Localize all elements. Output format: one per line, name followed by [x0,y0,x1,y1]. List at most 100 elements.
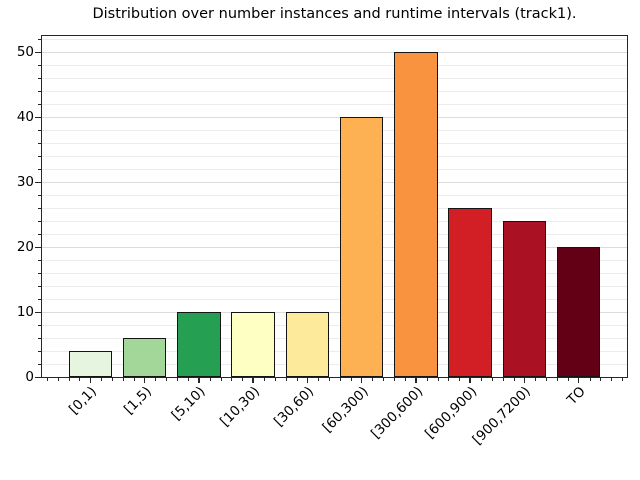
y-axis-minor-tick [37,234,41,236]
x-axis-minor-tick [437,377,439,381]
tick-layer: 0 10 20 30 40 50 [0,1) [1,5) [5,10) [10,30) [30,60… [17,36,627,448]
x-axis-minor-tick [589,377,591,381]
y-axis-tick-label: 40 [16,108,34,125]
gridline [42,182,627,184]
x-axis-tick-label: [300,600) [367,383,426,442]
y-axis-tick-label: 30 [16,173,34,190]
x-axis-minor-tick [274,377,276,381]
x-axis-minor-tick [46,377,48,381]
x-axis-minor-tick [68,377,70,381]
x-axis-tick-label: [1,5) [120,383,155,418]
x-axis-minor-tick [101,377,103,381]
y-axis-minor-tick [37,156,41,158]
x-axis-tick-label: TO [563,383,589,409]
chart-title: Distribution over number instances and r… [92,6,577,22]
y-axis-minor-tick [37,273,41,275]
x-axis-minor-tick [155,377,157,381]
x-axis-tick [198,377,200,383]
y-axis-minor-tick [37,91,41,93]
gridline [42,117,627,119]
y-axis-minor-tick [37,208,41,210]
gridline [42,299,627,301]
gridline [42,234,627,236]
y-axis-minor-tick [37,143,41,145]
x-axis-minor-tick [318,377,320,381]
y-axis-minor-tick [37,260,41,262]
y-axis-minor-tick [37,299,41,301]
gridline [42,156,627,158]
gridline [42,312,627,314]
x-axis-tick-label: [30,60) [271,383,318,430]
x-axis-minor-tick [481,377,483,381]
x-axis-tick [469,377,471,383]
x-axis-minor-tick [394,377,396,381]
bar-[0,1) [68,351,112,377]
x-axis-minor-tick [622,377,624,381]
gridline [42,325,627,327]
x-axis-minor-tick [296,377,298,381]
x-axis-tick-label: [5,10) [168,383,209,424]
gridline [42,273,627,275]
x-axis-minor-tick [339,377,341,381]
gridline [42,247,627,249]
y-axis-tick [35,51,41,54]
x-axis-minor-tick [491,377,493,381]
bar-TO [556,247,601,377]
x-axis-tick [523,377,526,383]
bar-[60,300) [339,117,384,377]
x-axis-minor-tick [242,377,244,381]
x-axis-minor-tick [350,377,352,381]
y-axis-minor-tick [37,104,41,106]
y-axis-tick [35,116,41,119]
bar-[600,900) [448,208,492,377]
x-axis-minor-tick [329,377,331,381]
y-axis-tick-label: 20 [16,238,34,255]
x-axis-minor-tick [448,377,450,381]
y-axis-tick-label: 0 [25,368,34,385]
x-axis-tick [89,377,92,383]
x-axis-minor-tick [220,377,222,381]
y-axis-minor-tick [37,364,41,365]
x-axis-minor-tick [187,377,189,381]
x-axis-minor-tick [611,377,613,381]
y-axis-minor-tick [37,221,41,223]
y-axis-tick [35,246,41,249]
x-axis-minor-tick [285,377,287,381]
y-axis-tick-label: 10 [16,303,34,320]
x-axis-minor-tick [112,377,113,381]
x-axis-tick [306,377,309,383]
y-axis-minor-tick [37,169,41,171]
x-axis-minor-tick [79,377,81,381]
y-axis-minor-tick [37,78,41,80]
gridline [42,39,627,41]
y-axis-tick [35,181,41,184]
gridline [42,221,627,223]
bar-[900,7200) [502,221,547,377]
x-axis-tick [577,377,580,383]
gridline [42,286,627,288]
x-axis-tick [252,377,254,383]
x-axis-tick-label: [0,1) [66,383,101,418]
x-axis-tick [360,377,363,383]
bar-layer [42,36,627,377]
x-axis-minor-tick [372,377,374,381]
x-axis-minor-tick [209,377,211,381]
gridline [42,52,627,54]
gridline [42,351,627,353]
gridline [42,130,627,132]
gridline [42,169,627,171]
x-axis-minor-tick [231,377,233,381]
x-axis-tick [415,377,417,383]
x-axis-minor-tick [57,377,59,381]
y-axis-minor-tick [37,195,41,197]
gridline [42,78,627,80]
x-axis-tick [143,377,146,383]
y-axis-minor-tick [37,130,41,132]
bar-[300,600) [394,52,438,377]
bar-[1,5) [122,338,167,377]
gridline [42,195,627,197]
gridline [42,260,627,262]
x-axis-minor-tick [133,377,135,381]
x-axis-tick-label: [60,300) [319,383,372,436]
y-axis-minor-tick [37,351,41,353]
